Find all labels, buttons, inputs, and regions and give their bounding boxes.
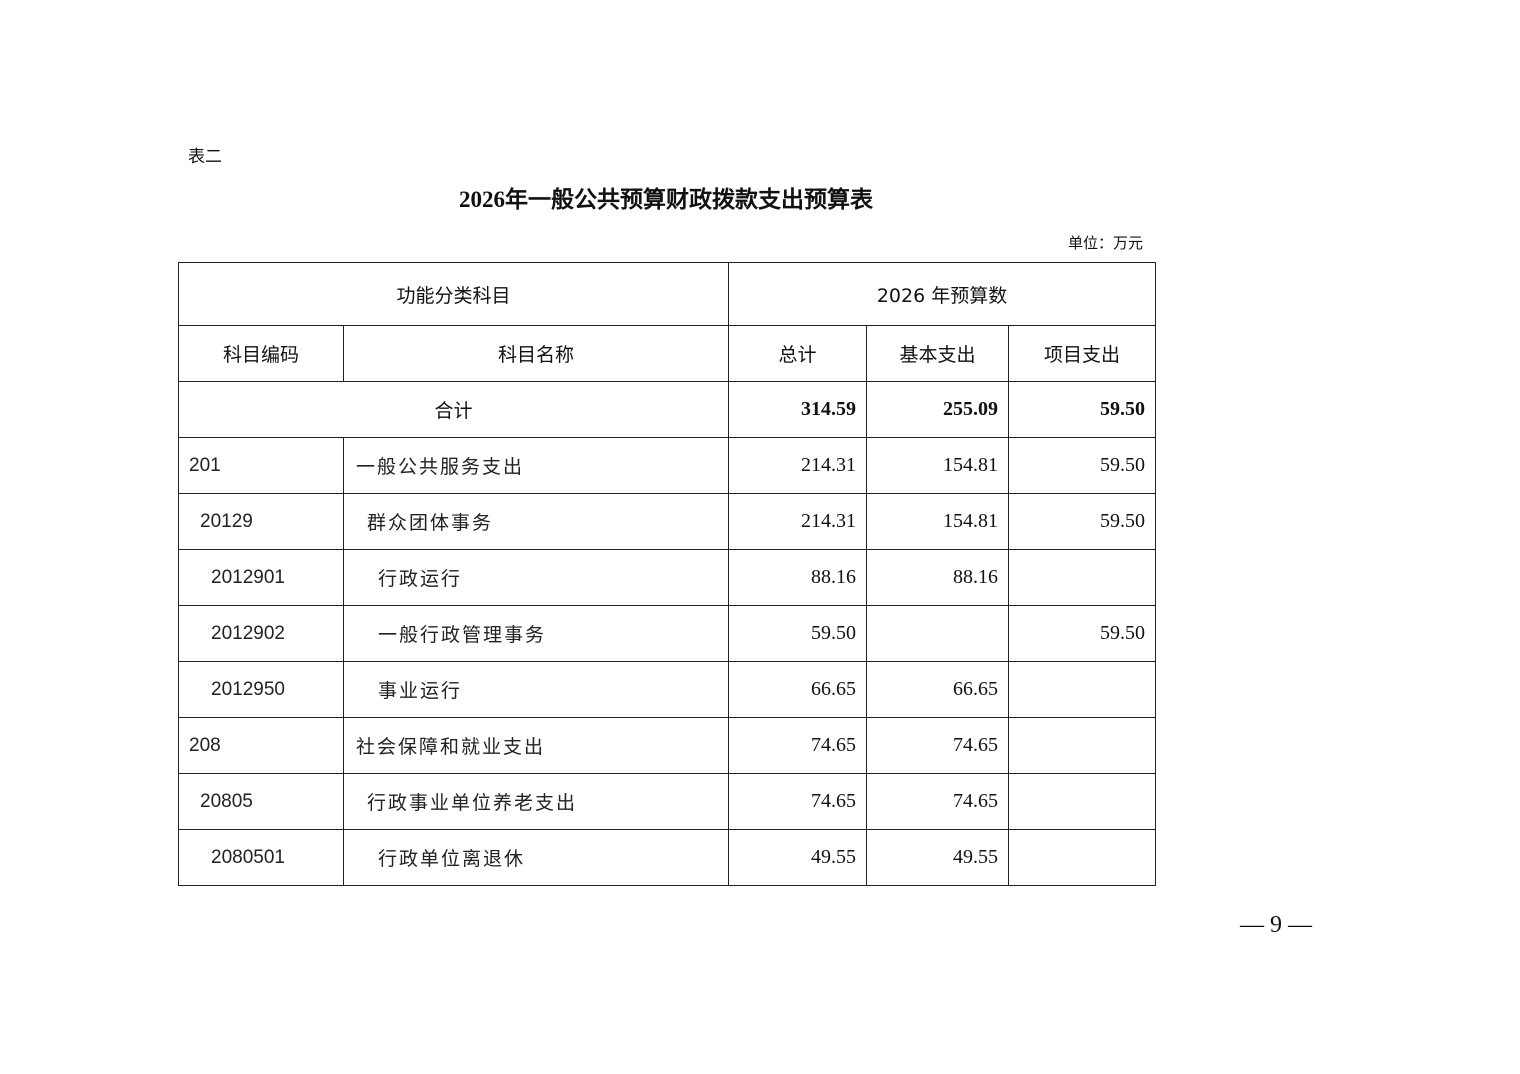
cell-total: 88.16 [728,549,868,606]
cell-project: 59.50 [1008,493,1157,550]
cell-basic: 154.81 [866,493,1010,550]
cell-name: 群众团体事务 [342,493,730,550]
cell-project [1008,661,1157,718]
cell-name: 一般公共服务支出 [342,437,730,494]
cell-total: 214.31 [728,493,868,550]
cell-basic: 88.16 [866,549,1010,606]
cell-name: 社会保障和就业支出 [342,717,730,774]
cell-project: 59.50 [1008,437,1157,494]
cell-code: 2012902 [178,605,344,662]
cell-total: 66.65 [728,661,868,718]
cell-code: 20805 [178,773,344,830]
group-header-budget: 2026 年预算数 [728,262,1157,326]
cell-basic: 66.65 [866,661,1010,718]
table-row: 20129 群众团体事务 214.31 154.81 59.50 [178,493,1157,550]
cell-code: 201 [178,437,344,494]
header-code: 科目编码 [178,325,344,382]
document-title: 2026年一般公共预算财政拨款支出预算表 [459,187,873,212]
total-label: 合计 [177,381,730,438]
table-row: 208 社会保障和就业支出 74.65 74.65 [178,717,1157,774]
total-project: 59.50 [1008,381,1157,438]
table-row: 20805 行政事业单位养老支出 74.65 74.65 [178,773,1157,830]
cell-project [1008,717,1157,774]
cell-total: 74.65 [728,773,868,830]
unit-label: 单位：万元 [1067,234,1143,252]
total-basic: 255.09 [866,381,1010,438]
table-label: 表二 [188,147,222,167]
cell-project [1008,549,1157,606]
total-row: 合计 314.59 255.09 59.50 [177,381,1157,438]
cell-basic [866,605,1010,662]
cell-code: 2012901 [178,549,344,606]
group-header-category: 功能分类科目 [177,262,730,326]
cell-name: 事业运行 [342,661,730,718]
cell-project [1008,829,1157,886]
cell-total: 214.31 [728,437,868,494]
cell-code: 2012950 [178,661,344,718]
page-number: — 9 — [1240,912,1312,938]
cell-basic: 49.55 [866,829,1010,886]
total-total: 314.59 [728,381,868,438]
header-basic: 基本支出 [866,325,1010,382]
cell-name: 行政运行 [342,549,730,606]
cell-name: 一般行政管理事务 [342,605,730,662]
header-total: 总计 [728,325,868,382]
table-row: 2012901 行政运行 88.16 88.16 [178,549,1157,606]
cell-total: 59.50 [728,605,868,662]
table-row: 2012902 一般行政管理事务 59.50 59.50 [178,605,1157,662]
cell-basic: 74.65 [866,773,1010,830]
group-header-row: 功能分类科目 2026 年预算数 [177,262,1157,326]
header-row: 科目编码 科目名称 总计 基本支出 项目支出 [178,325,1157,382]
cell-name: 行政单位离退休 [342,829,730,886]
table-row: 201 一般公共服务支出 214.31 154.81 59.50 [178,437,1157,494]
cell-code: 20129 [178,493,344,550]
budget-table: 功能分类科目 2026 年预算数 科目编码 科目名称 总计 基本支出 项目支出 … [177,262,1157,886]
cell-project: 59.50 [1008,605,1157,662]
cell-basic: 154.81 [866,437,1010,494]
cell-code: 208 [178,717,344,774]
cell-name: 行政事业单位养老支出 [342,773,730,830]
cell-code: 2080501 [178,829,344,886]
cell-total: 49.55 [728,829,868,886]
cell-project [1008,773,1157,830]
header-project: 项目支出 [1008,325,1157,382]
cell-total: 74.65 [728,717,868,774]
table-row: 2012950 事业运行 66.65 66.65 [178,661,1157,718]
header-name: 科目名称 [342,325,730,382]
table-row: 2080501 行政单位离退休 49.55 49.55 [178,829,1157,886]
cell-basic: 74.65 [866,717,1010,774]
